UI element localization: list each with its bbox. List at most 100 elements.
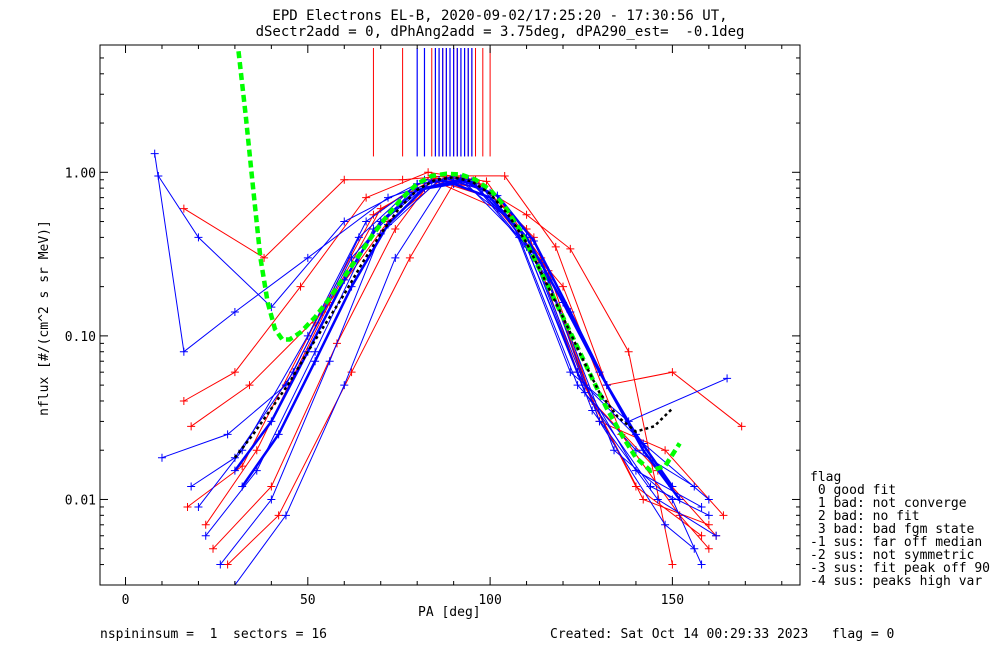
data-point-marker	[704, 544, 713, 553]
data-point-marker	[566, 244, 575, 253]
data-point-marker	[675, 495, 684, 504]
footer-left-info: nspininsum = 1 sectors = 16	[100, 627, 327, 642]
series-line	[219, 179, 695, 565]
x-tick-label: 0	[122, 593, 130, 608]
series-line	[234, 177, 703, 585]
data-point-marker	[588, 406, 597, 415]
data-point-marker	[179, 204, 188, 213]
data-point-marker	[631, 482, 640, 491]
y-tick-label: 1.00	[65, 166, 96, 181]
data-point-marker	[704, 495, 713, 504]
data-point-marker	[267, 417, 276, 426]
data-point-marker	[566, 307, 575, 316]
flag-legend-item: 0 good fit	[810, 483, 897, 498]
data-point-marker	[340, 217, 349, 226]
data-point-marker	[223, 560, 232, 569]
data-point-marker	[187, 422, 196, 431]
data-point-marker	[668, 495, 677, 504]
data-point-marker	[384, 220, 393, 229]
data-point-marker	[325, 357, 334, 366]
flag-legend-item: -2 sus: not symmetric	[810, 548, 975, 563]
data-point-marker	[223, 430, 232, 439]
y-tick-label: 0.01	[65, 493, 96, 508]
data-point-marker	[362, 217, 371, 226]
data-point-marker	[529, 237, 538, 246]
data-point-marker	[245, 381, 254, 390]
data-point-marker	[340, 175, 349, 184]
flag-legend-item: -3 sus: fit peak off 90	[810, 561, 991, 576]
data-point-marker	[216, 560, 225, 569]
data-point-marker	[697, 502, 706, 511]
y-axis-label: nflux [#/(cm^2 s sr MeV)]	[37, 220, 52, 416]
data-point-marker	[719, 511, 728, 520]
data-point-marker	[522, 210, 531, 219]
data-point-marker	[500, 171, 509, 180]
flag-legend-header: flag	[810, 470, 842, 485]
data-point-marker	[384, 193, 393, 202]
data-point-marker	[303, 331, 312, 340]
data-point-marker	[391, 225, 400, 234]
data-point-marker	[595, 417, 604, 426]
x-tick-label: 50	[300, 593, 316, 608]
data-point-marker	[347, 368, 356, 377]
data-point-marker	[187, 482, 196, 491]
flag-legend-item: 2 bad: no fit	[810, 509, 920, 524]
series-group	[150, 50, 746, 585]
flag-legend-item: -4 sus: peaks high var	[810, 574, 983, 589]
data-point-marker	[668, 560, 677, 569]
series-line	[212, 179, 710, 550]
data-point-marker	[274, 511, 283, 520]
data-point-marker	[668, 368, 677, 377]
series-line	[190, 180, 724, 516]
data-point-marker	[391, 253, 400, 262]
fit-curve-green	[236, 50, 682, 474]
data-point-marker	[230, 368, 239, 377]
data-point-marker	[610, 446, 619, 455]
series-line	[205, 177, 710, 526]
peak-marker-layer	[372, 48, 491, 157]
data-point-marker	[362, 193, 371, 202]
data-point-marker	[704, 511, 713, 520]
axis-layer: 0 50 100 150 0.01 0.10 1.00	[65, 44, 801, 608]
series-line	[154, 153, 728, 422]
data-point-marker	[723, 374, 732, 383]
data-point-marker	[183, 502, 192, 511]
data-point-marker	[566, 368, 575, 377]
data-point-marker	[602, 381, 611, 390]
data-point-marker	[201, 531, 210, 540]
data-point-marker	[661, 446, 670, 455]
chart-title-line-1: EPD Electrons EL-B, 2020-09-02/17:25:20 …	[272, 8, 728, 24]
data-point-marker	[274, 430, 283, 439]
flag-legend-item: 3 bad: bad fgm state	[810, 522, 975, 537]
plot-frame	[99, 44, 801, 586]
series-line	[183, 175, 743, 427]
data-point-marker	[639, 495, 648, 504]
data-point-marker	[252, 446, 261, 455]
series-line	[198, 179, 702, 508]
data-point-marker	[712, 531, 721, 540]
series-line	[187, 175, 702, 537]
series-line	[183, 171, 717, 537]
data-point-marker	[697, 560, 706, 569]
flag-legend-item: 1 bad: not converge	[810, 496, 967, 511]
data-point-marker	[398, 175, 407, 184]
series-line	[205, 180, 717, 537]
data-point-marker	[347, 253, 356, 262]
data-point-marker	[405, 253, 414, 262]
data-point-marker	[267, 495, 276, 504]
data-point-marker	[179, 396, 188, 405]
data-point-marker	[697, 531, 706, 540]
data-point-marker	[194, 502, 203, 511]
data-point-marker	[157, 453, 166, 462]
data-point-marker	[737, 422, 746, 431]
data-point-marker	[551, 242, 560, 251]
footer-right-info: Created: Sat Oct 14 00:29:33 2023 flag =…	[550, 627, 895, 642]
y-tick-label: 0.10	[65, 330, 96, 345]
data-point-marker	[194, 233, 203, 242]
data-point-marker	[311, 347, 320, 356]
data-point-marker	[311, 357, 320, 366]
data-point-marker	[653, 495, 662, 504]
data-point-marker	[267, 482, 276, 491]
series-layer	[150, 50, 746, 585]
chart-title-line-2: dSectr2add = 0, dPhAng2add = 3.75deg, dP…	[255, 24, 745, 40]
